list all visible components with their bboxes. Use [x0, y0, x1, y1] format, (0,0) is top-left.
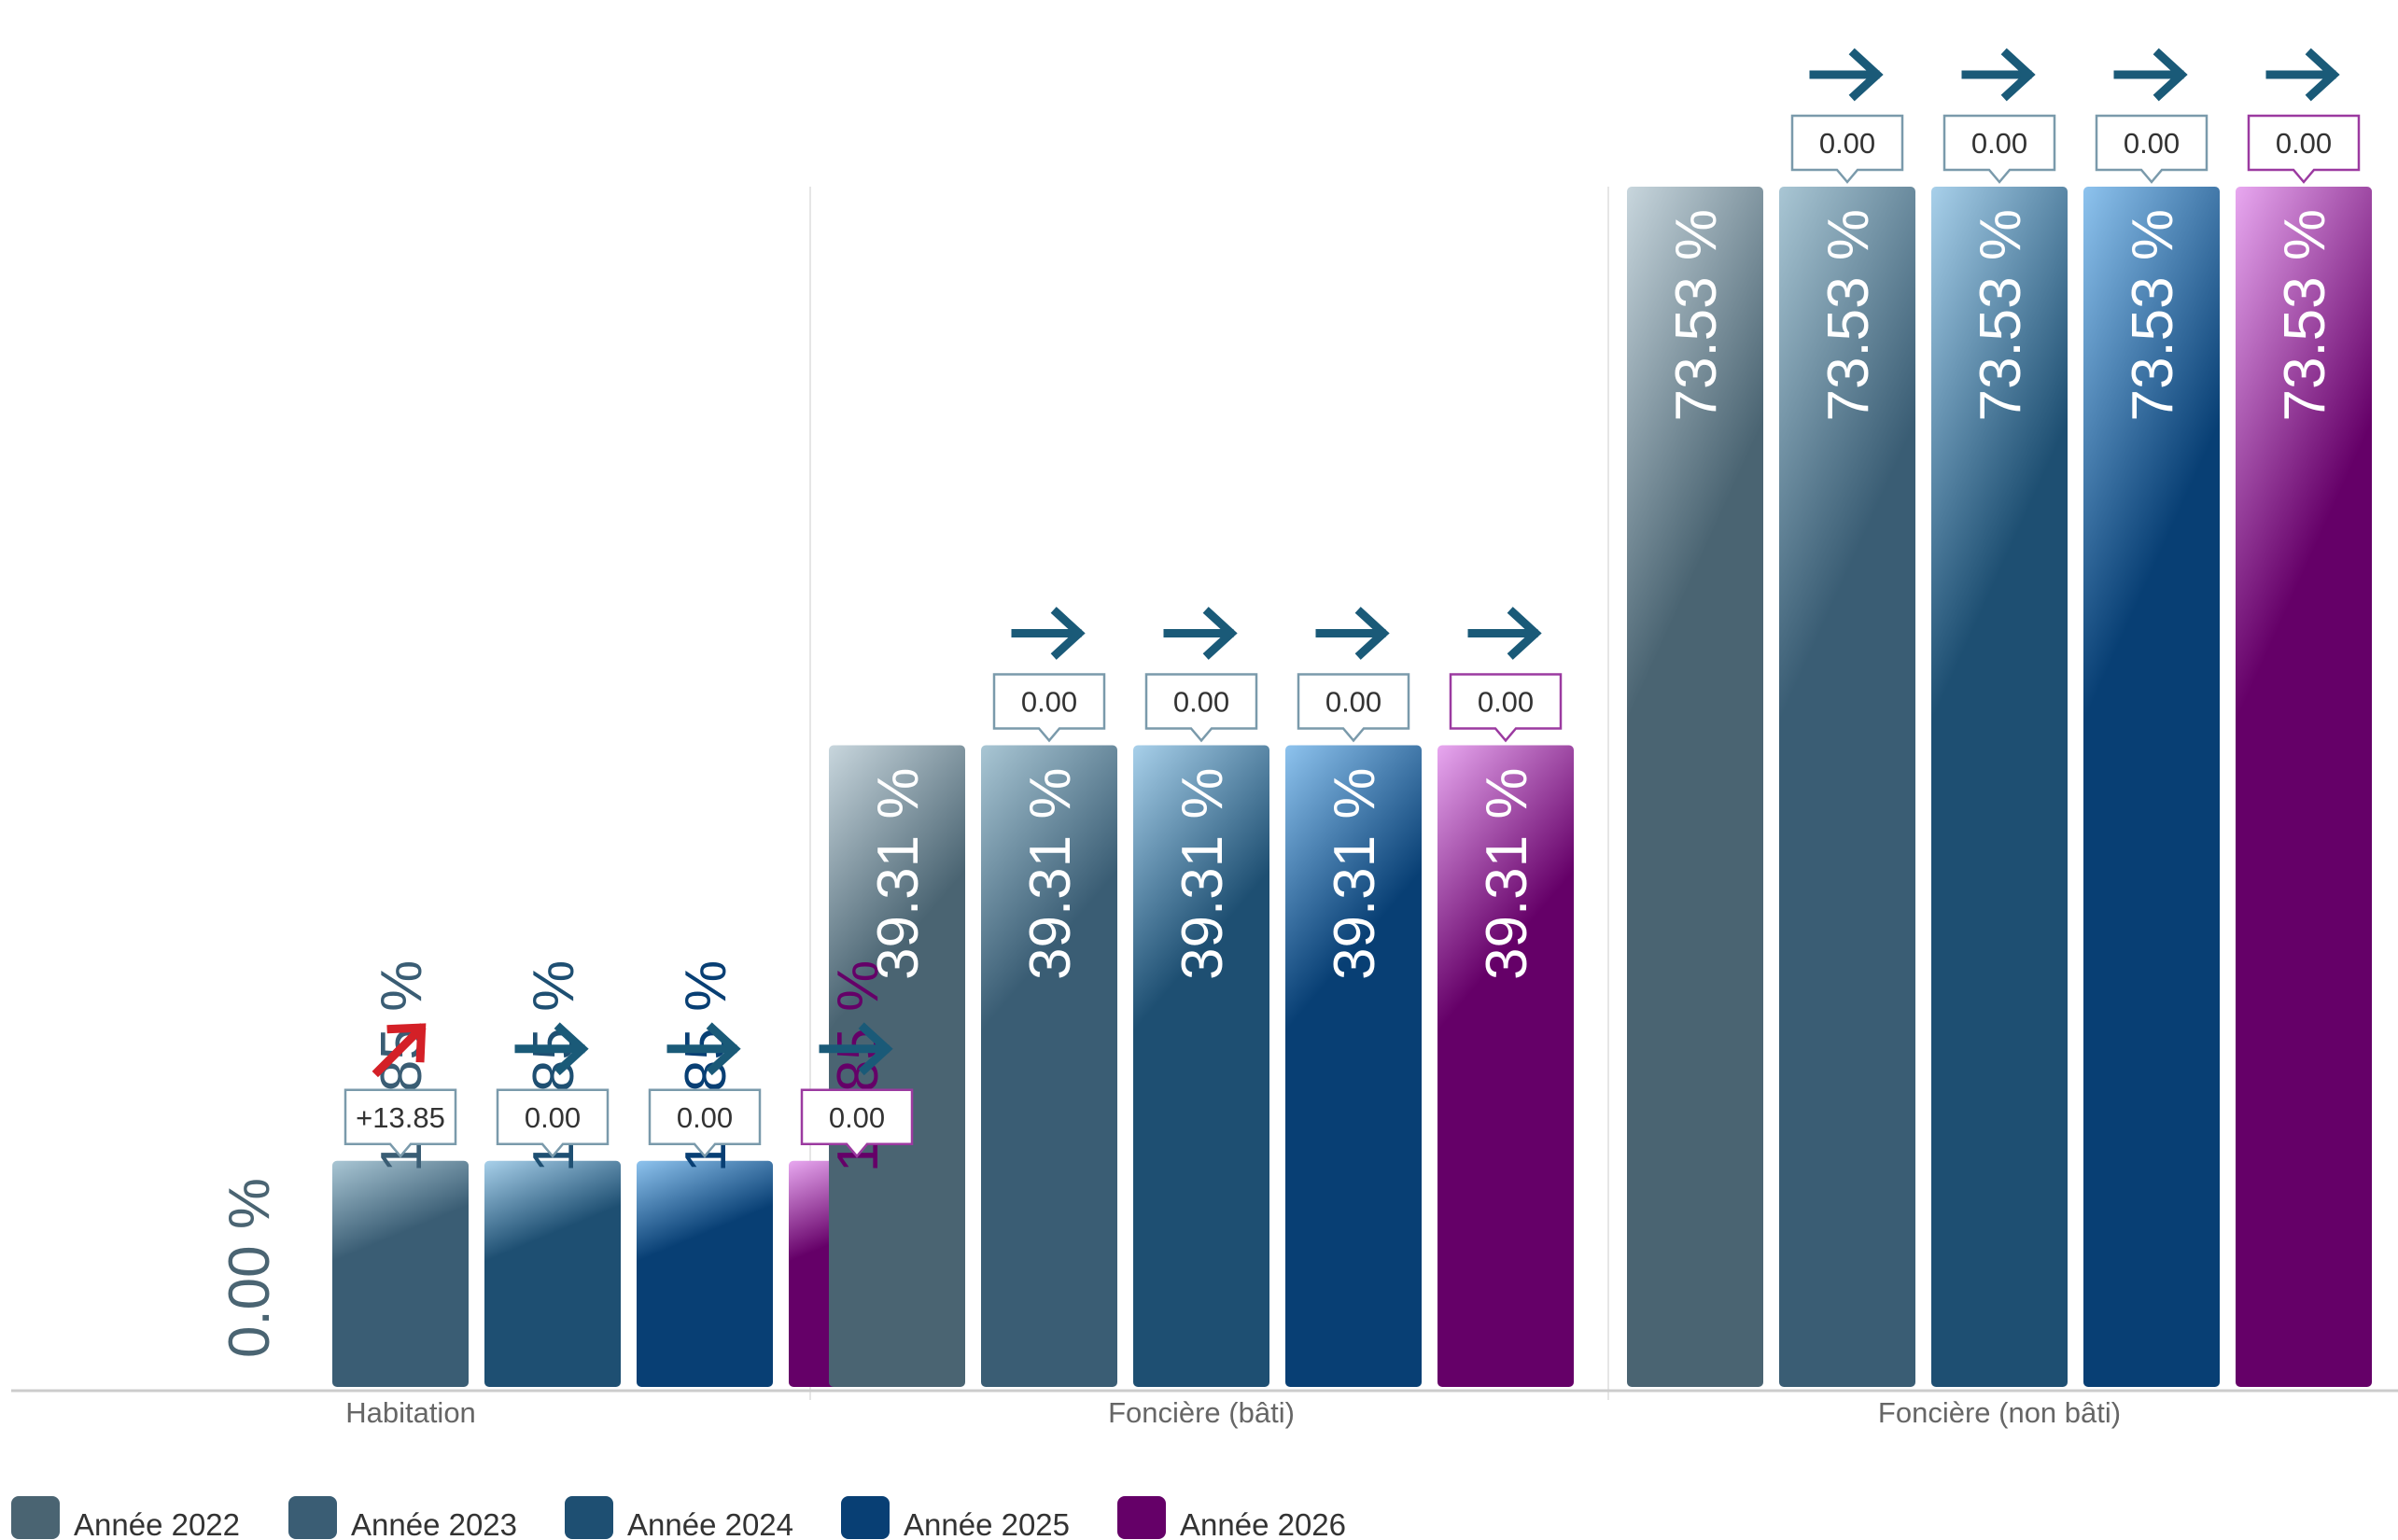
- legend-swatch: [288, 1496, 337, 1539]
- value-label-fonciere-non-bati-annee-2023: 73.53 %: [1816, 209, 1881, 422]
- value-label-fonciere-bati-annee-2025: 39.31 %: [1323, 767, 1387, 980]
- bar-fonciere-bati-annee-2025[interactable]: [1285, 745, 1422, 1387]
- delta-value-fonciere-non-bati-annee-2025: 0.00: [2124, 127, 2180, 160]
- legend-swatch: [1117, 1496, 1166, 1539]
- delta-value-habitation-annee-2025: 0.00: [677, 1101, 733, 1134]
- bar-habitation-annee-2023[interactable]: [332, 1160, 469, 1387]
- delta-value-fonciere-bati-annee-2023: 0.00: [1021, 685, 1077, 718]
- bar-fonciere-non-bati-annee-2023[interactable]: [1779, 187, 1915, 1387]
- delta-value-habitation-annee-2026: 0.00: [829, 1101, 885, 1134]
- trend-flat-arrow-icon: [514, 1022, 589, 1076]
- bar-fonciere-non-bati-annee-2022[interactable]: [1627, 187, 1763, 1387]
- delta-callout-fonciere-bati-annee-2023: [992, 673, 1106, 743]
- bar-habitation-annee-2025[interactable]: [637, 1160, 773, 1387]
- bar-fonciere-non-bati-annee-2025[interactable]: [2083, 187, 2220, 1387]
- delta-value-fonciere-bati-annee-2024: 0.00: [1173, 685, 1229, 718]
- trend-flat-arrow-icon: [2113, 48, 2188, 102]
- delta-value-fonciere-bati-annee-2026: 0.00: [1478, 685, 1534, 718]
- legend-item-annee-2026[interactable]: Année 2026: [1117, 1496, 1346, 1540]
- legend-label: Année 2024: [627, 1507, 793, 1540]
- trend-flat-arrow-icon: [1315, 607, 1390, 660]
- delta-value-fonciere-non-bati-annee-2023: 0.00: [1819, 127, 1875, 160]
- value-label-habitation-annee-2022: 0.00 %: [217, 1178, 282, 1358]
- delta-callout-habitation-annee-2023: [344, 1088, 457, 1158]
- trend-flat-arrow-icon: [1809, 48, 1884, 102]
- bar-fonciere-bati-annee-2024[interactable]: [1133, 745, 1269, 1387]
- bar-fonciere-bati-annee-2022[interactable]: [829, 745, 965, 1387]
- value-label-fonciere-non-bati-annee-2026: 73.53 %: [2273, 209, 2337, 422]
- delta-callout-fonciere-bati-annee-2024: [1144, 673, 1258, 743]
- legend-item-annee-2024[interactable]: Année 2024: [565, 1496, 793, 1540]
- legend-label: Année 2022: [74, 1507, 240, 1540]
- value-label-fonciere-non-bati-annee-2022: 73.53 %: [1664, 209, 1729, 422]
- bar-fonciere-non-bati-annee-2026[interactable]: [2236, 187, 2372, 1387]
- delta-callout-fonciere-non-bati-annee-2025: [2095, 114, 2209, 184]
- value-label-fonciere-bati-annee-2024: 39.31 %: [1171, 767, 1235, 980]
- delta-value-habitation-annee-2024: 0.00: [525, 1101, 581, 1134]
- trend-up-arrow-icon: [372, 1023, 427, 1078]
- legend-swatch: [841, 1496, 890, 1539]
- value-label-fonciere-non-bati-annee-2024: 73.53 %: [1969, 209, 2033, 422]
- delta-callout-fonciere-bati-annee-2025: [1297, 673, 1410, 743]
- value-label-fonciere-non-bati-annee-2025: 73.53 %: [2121, 209, 2185, 422]
- bar-fonciere-bati-annee-2023[interactable]: [981, 745, 1117, 1387]
- delta-callout-habitation-annee-2024: [496, 1088, 610, 1158]
- trend-flat-arrow-icon: [1961, 48, 2036, 102]
- legend-label: Année 2023: [351, 1507, 517, 1540]
- legend-item-annee-2023[interactable]: Année 2023: [288, 1496, 517, 1540]
- delta-value-fonciere-non-bati-annee-2024: 0.00: [1971, 127, 2027, 160]
- legend: Année 2022 Année 2023 Année 2024 Année 2025…: [11, 1496, 1346, 1540]
- legend-label: Année 2026: [1180, 1507, 1346, 1540]
- delta-callout-habitation-annee-2026: [800, 1088, 914, 1158]
- value-label-fonciere-bati-annee-2026: 39.31 %: [1475, 767, 1539, 980]
- category-label-fonciere-non-bati: Foncière (non bâti): [1878, 1396, 2121, 1429]
- delta-value-habitation-annee-2023: +13.85: [356, 1101, 445, 1134]
- value-label-fonciere-bati-annee-2023: 39.31 %: [1018, 767, 1083, 980]
- legend-swatch: [11, 1496, 60, 1539]
- trend-flat-arrow-icon: [1163, 607, 1238, 660]
- trend-flat-arrow-icon: [2265, 48, 2340, 102]
- value-label-fonciere-bati-annee-2022: 39.31 %: [866, 767, 931, 980]
- category-label-habitation: Habitation: [345, 1396, 476, 1429]
- delta-callout-fonciere-non-bati-annee-2026: [2247, 114, 2361, 184]
- trend-flat-arrow-icon: [819, 1022, 893, 1076]
- delta-value-fonciere-bati-annee-2025: 0.00: [1325, 685, 1381, 718]
- bars-layer: [332, 187, 2372, 1387]
- annotations-layer: 0.00 %13.85 %+13.85 13.85 %0.00 13.85 %0.0…: [217, 48, 2361, 1358]
- bar-habitation-annee-2024[interactable]: [484, 1160, 621, 1387]
- bar-fonciere-bati-annee-2026[interactable]: [1437, 745, 1574, 1387]
- delta-callout-habitation-annee-2025: [648, 1088, 762, 1158]
- category-label-fonciere-bati: Foncière (bâti): [1108, 1396, 1295, 1429]
- x-axis: Habitation Foncière (bâti) Foncière (non b…: [11, 1389, 2398, 1429]
- trend-flat-arrow-icon: [1011, 607, 1086, 660]
- bar-fonciere-non-bati-annee-2024[interactable]: [1931, 187, 2068, 1387]
- legend-item-annee-2022[interactable]: Année 2022: [11, 1496, 240, 1540]
- delta-callout-fonciere-bati-annee-2026: [1449, 673, 1563, 743]
- legend-item-annee-2025[interactable]: Année 2025: [841, 1496, 1070, 1540]
- delta-callout-fonciere-non-bati-annee-2024: [1942, 114, 2056, 184]
- delta-value-fonciere-non-bati-annee-2026: 0.00: [2276, 127, 2332, 160]
- trend-flat-arrow-icon: [1467, 607, 1542, 660]
- legend-label: Année 2025: [904, 1507, 1070, 1540]
- delta-callout-fonciere-non-bati-annee-2023: [1790, 114, 1904, 184]
- legend-swatch: [565, 1496, 613, 1539]
- trend-flat-arrow-icon: [666, 1022, 741, 1076]
